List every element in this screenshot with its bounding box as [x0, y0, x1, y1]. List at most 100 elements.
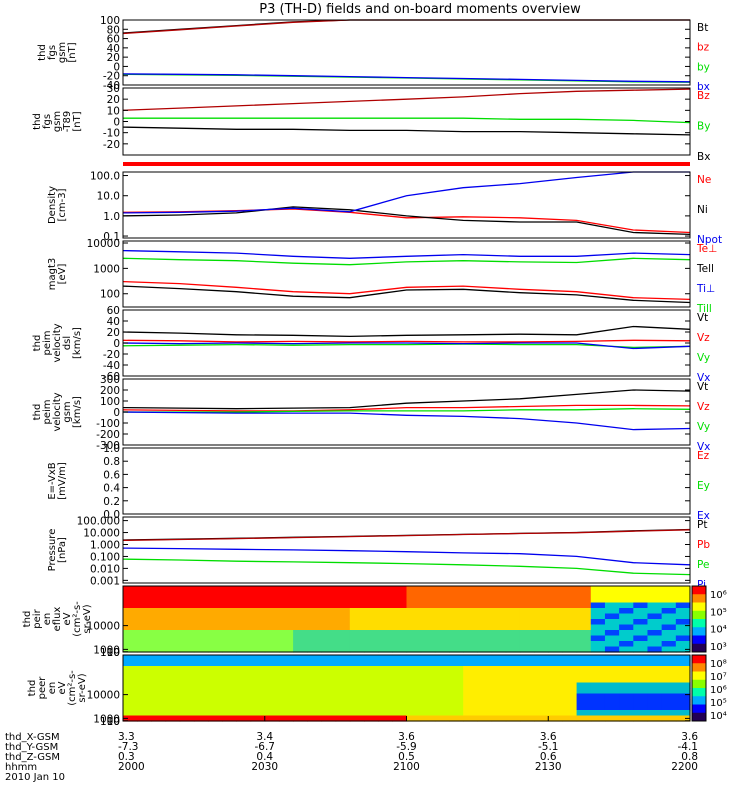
heatmap-cell — [208, 688, 223, 695]
heatmap-cell — [590, 704, 606, 711]
heatmap-cell — [590, 635, 606, 642]
heatmap-cell — [363, 591, 379, 598]
heatmap-cell — [151, 699, 167, 706]
heatmap-cell — [335, 655, 351, 662]
heatmap-cell — [434, 619, 450, 626]
heatmap-cell — [307, 677, 323, 684]
heatmap-cell — [222, 597, 237, 604]
heatmap-cell — [278, 635, 294, 642]
heatmap-cell — [293, 646, 308, 653]
heatmap-cell — [675, 671, 691, 678]
heatmap-cell — [392, 602, 408, 609]
heatmap-cell — [222, 715, 237, 722]
heatmap-cell — [463, 591, 478, 598]
heatmap-cell — [236, 597, 252, 604]
y-tick-label: 10.0 — [97, 191, 120, 203]
heatmap-cell — [647, 677, 663, 684]
heatmap-cell — [123, 641, 138, 648]
heatmap-cell — [449, 630, 464, 637]
heatmap-cell — [278, 586, 294, 593]
heatmap-cell — [208, 624, 223, 631]
heatmap-cell — [449, 710, 464, 717]
y-axis-label: fgs — [47, 45, 58, 60]
heatmap-cell — [250, 715, 266, 722]
heatmap-cell — [250, 688, 266, 695]
heatmap-cell — [307, 591, 323, 598]
heatmap-cell — [208, 677, 223, 684]
heatmap-cell — [321, 635, 337, 642]
heatmap-cell — [123, 682, 138, 689]
y-tick-label: -60 — [103, 371, 120, 383]
heatmap-cell — [619, 608, 634, 615]
heatmap-cell — [151, 624, 167, 631]
heatmap-cell — [534, 715, 549, 722]
heatmap-cell — [335, 608, 351, 615]
legend-label: bz — [697, 42, 710, 54]
heatmap-cell — [137, 586, 152, 593]
heatmap-cell — [619, 710, 634, 717]
heatmap-cell — [434, 715, 450, 722]
heatmap-cell — [165, 630, 181, 637]
heatmap-cell — [378, 693, 393, 700]
series-line-Till — [122, 257, 691, 266]
heatmap-cell — [548, 671, 564, 678]
heatmap-cell — [576, 602, 592, 609]
heatmap-cell — [534, 630, 549, 637]
heatmap-cell — [278, 677, 294, 684]
heatmap-cell — [222, 641, 237, 648]
heatmap-cell — [307, 602, 323, 609]
heatmap-cell — [434, 699, 450, 706]
heatmap-cell — [406, 693, 422, 700]
y-axis-label: [eV] — [57, 264, 68, 285]
heatmap-cell — [647, 613, 663, 620]
heatmap-cell — [491, 597, 507, 604]
heatmap-cell — [236, 646, 252, 653]
y-tick-label: 100 — [100, 396, 120, 408]
heatmap-cell — [590, 660, 606, 667]
heatmap-cell — [590, 655, 606, 662]
colorbar-tick-label: 10⁷ — [710, 672, 727, 683]
heatmap-cell — [534, 666, 549, 673]
heatmap-cell — [519, 704, 535, 711]
heatmap-cell — [633, 671, 649, 678]
heatmap-cell — [378, 597, 393, 604]
heatmap-cell — [562, 710, 578, 717]
heatmap-cell — [307, 671, 323, 678]
heatmap-cell — [264, 597, 280, 604]
legend-label: Ti⊥ — [696, 283, 715, 295]
heatmap-cell — [378, 613, 393, 620]
heatmap-cell — [434, 597, 450, 604]
x-tick-label: 0.6 — [540, 751, 557, 763]
y-axis-label: thd — [27, 680, 38, 697]
heatmap-cell — [349, 704, 365, 711]
heatmap-cell — [264, 646, 280, 653]
x-tick-label: 3.6 — [398, 731, 415, 743]
heatmap-cell — [151, 635, 167, 642]
heatmap-cell — [619, 666, 634, 673]
legend-label: Bz — [697, 90, 710, 102]
heatmap-cell — [137, 613, 152, 620]
y-tick-label: 200 — [100, 385, 120, 397]
series-line-Ne — [122, 208, 691, 234]
y-axis-label: eV — [62, 612, 73, 625]
heatmap-cell — [123, 586, 138, 593]
heatmap-cell — [406, 635, 422, 642]
heatmap-cell — [165, 655, 181, 662]
legend-label: Vt — [697, 381, 708, 393]
y-tick-label: 10 — [107, 647, 120, 659]
heatmap-cell — [378, 591, 393, 598]
heatmap-cell — [505, 704, 521, 711]
heatmap-cell — [349, 710, 365, 717]
heatmap-cell — [562, 655, 578, 662]
heatmap-cell — [505, 677, 521, 684]
colorbar-segment — [692, 696, 706, 705]
y-tick-label: -20 — [103, 349, 120, 361]
y-axis-label: sr-eV) — [82, 604, 93, 633]
y-axis-label: thd — [32, 335, 43, 352]
heatmap-cell — [349, 624, 365, 631]
heatmap-cell — [278, 671, 294, 678]
heatmap-cell — [604, 660, 620, 667]
heatmap-cell — [151, 655, 167, 662]
heatmap-cell — [363, 710, 379, 717]
